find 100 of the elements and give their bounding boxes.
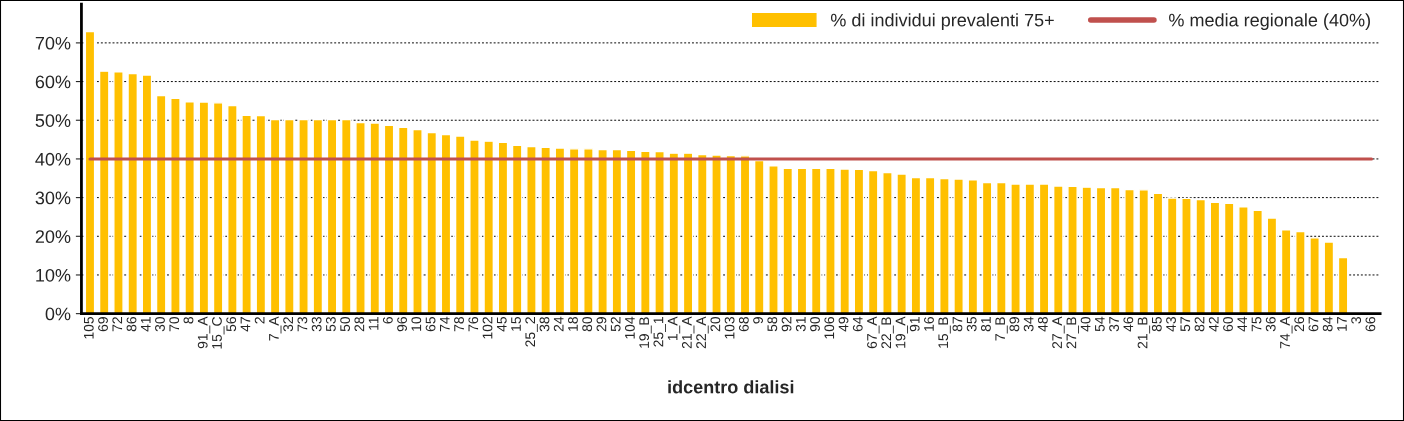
bar	[1052, 185, 1064, 314]
x-tick-label: 17	[1337, 317, 1347, 331]
x-tick-label: 31	[795, 317, 806, 332]
x-tick-label: 42	[1208, 317, 1219, 332]
bar	[340, 118, 352, 314]
x-tick-label: 105	[83, 317, 94, 339]
x-tick-label: 104	[624, 316, 635, 339]
x-tick-label: 27_A	[1052, 316, 1065, 349]
x-tick-label: 46	[1123, 317, 1134, 332]
bar	[483, 140, 495, 314]
bar	[1181, 197, 1192, 314]
bar	[597, 148, 608, 314]
bar	[924, 176, 936, 314]
bar	[84, 30, 96, 314]
x-tick-label: 20	[710, 316, 721, 332]
x-tick-label: 106	[824, 317, 835, 339]
x-tick-label: 85	[1151, 317, 1162, 332]
bar	[1309, 237, 1320, 314]
x-tick-label: 18	[568, 317, 578, 331]
x-tick-label: 86	[126, 317, 137, 332]
x-tick-label: 40	[1080, 316, 1091, 332]
bar	[953, 178, 964, 314]
bar	[1038, 183, 1050, 314]
bar	[910, 176, 922, 314]
bar	[198, 101, 210, 314]
bar	[825, 167, 836, 314]
x-tick-label: 66	[1365, 317, 1376, 332]
x-tick-label: 34	[1023, 316, 1034, 332]
bar	[1138, 189, 1150, 314]
bar	[298, 118, 309, 314]
bar	[1195, 198, 1207, 314]
legend-label: % di individui prevalenti 75+	[830, 13, 1054, 31]
x-tick-label: 27_B	[1066, 317, 1079, 349]
bar	[511, 144, 523, 314]
bar	[440, 133, 452, 314]
x-tick-label: 19_B	[639, 317, 652, 348]
bar	[711, 154, 722, 314]
x-tick-label: 9	[753, 317, 763, 324]
y-tick-label: 70%	[35, 36, 71, 50]
x-tick-label: 50	[340, 316, 351, 332]
bar	[369, 122, 381, 314]
y-tick-label: 40%	[35, 152, 71, 166]
x-tick-label: 67	[1308, 317, 1319, 332]
bar	[98, 70, 110, 314]
x-tick-label: 91_A	[197, 316, 211, 349]
bar	[768, 165, 779, 314]
bar	[1238, 206, 1249, 314]
x-tick-label: 52	[610, 317, 621, 332]
x-tick-label: 73	[297, 317, 308, 332]
x-tick-label: 70	[169, 316, 180, 332]
x-tick-label: 68	[738, 317, 749, 332]
bar	[668, 152, 680, 314]
x-tick-label: 28	[354, 317, 365, 332]
x-tick-label: 29	[596, 317, 607, 332]
x-tick-label: 30	[155, 316, 165, 332]
x-tick-label: 102	[482, 317, 493, 339]
x-tick-label: 1_A	[667, 316, 681, 341]
bar	[412, 128, 423, 314]
x-tick-label: 67_A	[867, 316, 880, 349]
x-tick-label: 75	[1251, 317, 1262, 332]
x-tick-label: 15	[511, 317, 521, 331]
bar	[981, 181, 993, 314]
bar	[454, 135, 466, 314]
x-tick-label: 37	[1109, 317, 1119, 332]
bar	[782, 167, 794, 314]
bar	[996, 181, 1007, 314]
x-tick-label: 76	[468, 317, 479, 332]
bar	[284, 118, 295, 314]
x-tick-label: 36	[1265, 317, 1276, 332]
x-tick-label: 78	[454, 317, 464, 332]
x-axis-title: idcentro dialisi	[668, 380, 794, 394]
bar	[725, 154, 737, 314]
bar	[397, 126, 409, 314]
x-tick-label: 21_B	[1137, 317, 1151, 349]
x-tick-label: 90	[810, 316, 820, 332]
bar	[170, 97, 181, 314]
bar	[1095, 186, 1107, 314]
bar	[241, 114, 252, 314]
bar	[184, 100, 195, 314]
bar	[469, 139, 480, 314]
bar	[1067, 185, 1078, 314]
x-tick-label: 8	[183, 317, 194, 324]
x-tick-label: 49	[838, 317, 849, 332]
x-tick-label: 16	[924, 317, 934, 331]
x-tick-label: 21_A	[681, 316, 695, 349]
legend-label: % media regionale (40%)	[1169, 13, 1370, 31]
x-tick-label: 74_A	[1280, 316, 1293, 349]
bar	[1323, 241, 1335, 314]
bar	[540, 146, 551, 314]
x-tick-label: 103	[724, 317, 735, 339]
y-tick-label: 30%	[35, 191, 71, 205]
x-tick-label: 65	[425, 317, 436, 332]
y-tick-label: 60%	[35, 75, 71, 89]
bar	[1252, 209, 1263, 314]
x-tick-label: 32	[283, 317, 294, 332]
x-tick-label: 15_B	[938, 317, 951, 348]
bar	[227, 104, 238, 314]
bar	[1081, 186, 1093, 314]
bar	[326, 118, 338, 314]
bar	[1124, 188, 1135, 314]
